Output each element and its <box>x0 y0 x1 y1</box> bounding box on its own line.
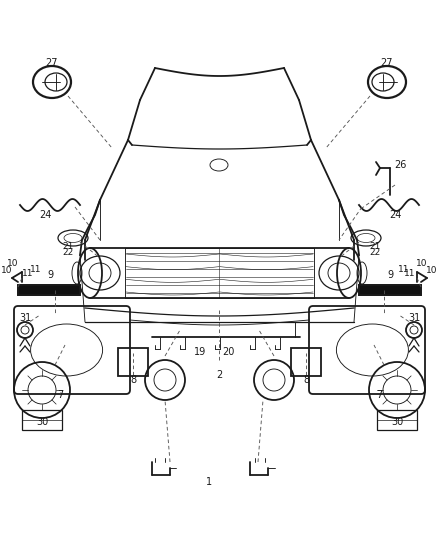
Text: 20: 20 <box>221 347 233 357</box>
Text: 2: 2 <box>215 370 222 380</box>
Text: 9: 9 <box>47 270 53 280</box>
Text: 22: 22 <box>368 247 380 256</box>
Text: 1: 1 <box>205 477 212 487</box>
Text: 22: 22 <box>62 247 74 256</box>
Text: 21: 21 <box>62 241 74 251</box>
Text: 31: 31 <box>19 313 31 323</box>
Bar <box>118 348 148 376</box>
Text: 30: 30 <box>36 417 48 427</box>
Text: 7: 7 <box>57 390 63 400</box>
Text: 19: 19 <box>194 347 206 357</box>
Text: 8: 8 <box>130 375 136 385</box>
Text: 11: 11 <box>403 269 415 278</box>
Text: 7: 7 <box>375 390 381 400</box>
Bar <box>290 348 320 376</box>
Text: 10: 10 <box>414 259 426 268</box>
Text: 27: 27 <box>380 58 392 68</box>
Text: 24: 24 <box>388 210 400 220</box>
Text: 26: 26 <box>393 160 405 170</box>
Bar <box>18 285 80 295</box>
Text: 8: 8 <box>302 375 308 385</box>
Text: 10: 10 <box>1 265 13 274</box>
Text: 9: 9 <box>386 270 392 280</box>
Bar <box>18 285 80 295</box>
Bar <box>358 285 420 295</box>
Bar <box>376 410 416 430</box>
Text: 21: 21 <box>368 241 380 251</box>
Text: 11: 11 <box>396 264 408 273</box>
Text: 11: 11 <box>30 264 42 273</box>
Text: 10: 10 <box>425 265 437 274</box>
Bar <box>22 410 62 430</box>
Text: 27: 27 <box>46 58 58 68</box>
Text: 31: 31 <box>407 313 419 323</box>
Text: 11: 11 <box>22 269 34 278</box>
Text: 10: 10 <box>7 259 18 268</box>
Text: 24: 24 <box>39 210 51 220</box>
Bar <box>358 285 420 295</box>
Text: 30: 30 <box>390 417 402 427</box>
